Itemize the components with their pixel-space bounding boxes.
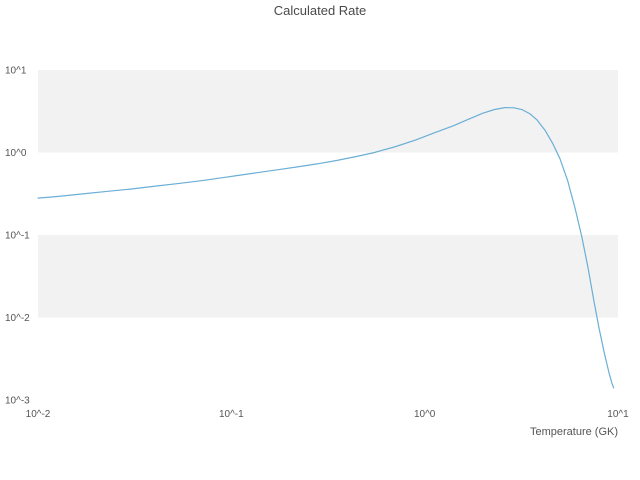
y-tick-label: 10^-3: [5, 396, 30, 407]
x-tick-label: 10^-2: [26, 409, 51, 420]
x-tick-label: 10^-1: [219, 409, 244, 420]
chart-title: Calculated Rate: [273, 3, 367, 18]
grid-band: [38, 235, 618, 318]
x-tick-label: 10^1: [607, 409, 629, 420]
grid-band: [38, 70, 618, 153]
y-tick-label: 10^-1: [5, 231, 30, 242]
x-tick-label: 10^0: [414, 409, 436, 420]
series-line: [37, 107, 615, 389]
y-tick-label: 10^1: [5, 66, 27, 77]
y-tick-label: 10^0: [5, 148, 27, 159]
x-axis-label: Temperature (GK): [529, 426, 618, 438]
y-tick-label: 10^-2: [5, 313, 30, 324]
